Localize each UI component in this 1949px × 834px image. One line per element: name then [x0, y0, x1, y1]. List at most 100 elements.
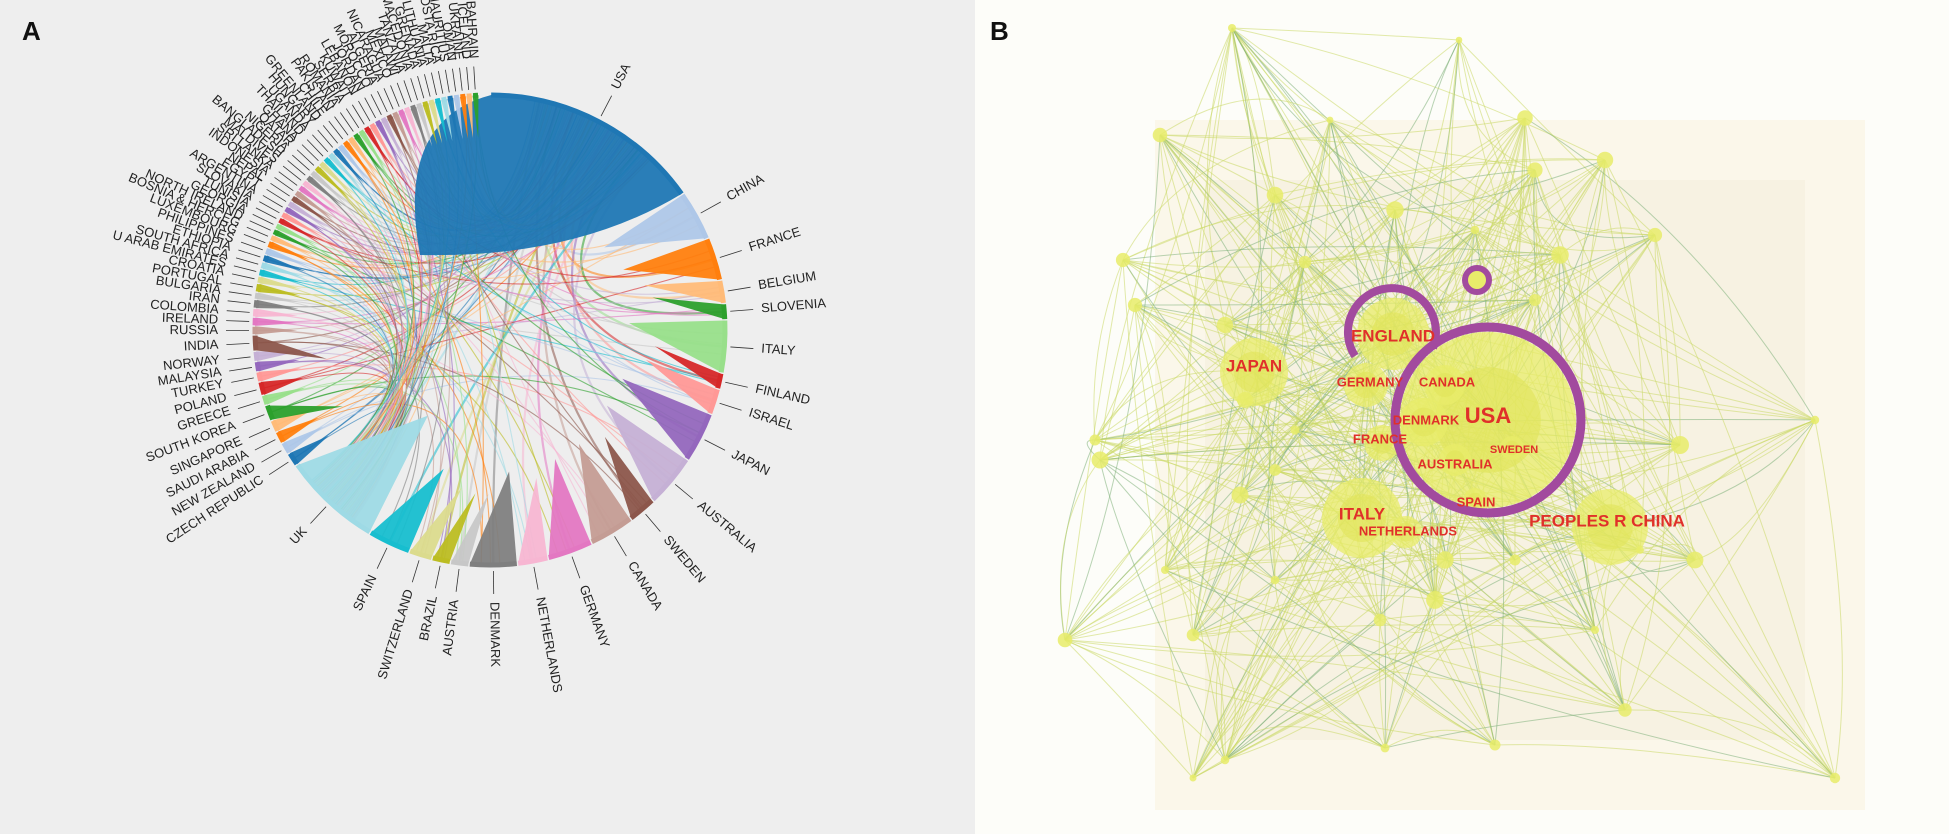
- network-node: [1455, 36, 1463, 44]
- network-edge: [1192, 579, 1276, 637]
- network-edge: [1394, 159, 1606, 211]
- tick-uganda: [312, 134, 329, 152]
- network-edge: [1192, 119, 1331, 636]
- arc-canada: [590, 516, 632, 545]
- network-edge: [1064, 259, 1124, 641]
- arc-uganda: [328, 152, 336, 160]
- tick-new-zealand: [261, 450, 282, 463]
- label-netherlands: NETHERLANDS: [533, 596, 565, 694]
- network-edge: [1231, 27, 1263, 496]
- label-belgium: BELGIUM: [757, 268, 817, 292]
- petal-saudi-arabia: [278, 417, 319, 443]
- network-edge: [1192, 549, 1641, 779]
- arc-grenada: [422, 100, 429, 108]
- network-node: [1810, 415, 1820, 425]
- network-edge: [1164, 559, 1436, 601]
- petal-new-zealand: [283, 426, 324, 453]
- network-edge: [1094, 439, 1611, 528]
- network-edge: [1274, 579, 1836, 779]
- network-edge: [1099, 459, 1226, 761]
- network-edge: [1604, 159, 1645, 551]
- tick-slovenia: [730, 309, 754, 312]
- arc-usa: [491, 92, 684, 196]
- petal-philippines: [267, 248, 309, 266]
- tick-iceland: [466, 67, 470, 90]
- petal-algeria: [387, 116, 408, 156]
- ribbon-colombia: [255, 312, 617, 529]
- tick-luxembourg: [243, 234, 266, 244]
- network-edge: [1231, 27, 1476, 231]
- tick-israel: [719, 402, 742, 411]
- arc-egypt: [287, 201, 295, 209]
- tick-ireland: [226, 320, 250, 322]
- arc-bulgaria: [254, 292, 261, 300]
- tick-malaysia: [229, 367, 252, 372]
- network-edge: [1472, 117, 1526, 231]
- petal-sweden: [604, 436, 652, 518]
- petal-russia: [254, 326, 298, 335]
- petal-greece: [264, 387, 307, 405]
- tick-romania: [339, 112, 354, 132]
- network-node: [1269, 464, 1281, 476]
- network-edge: [1329, 119, 1816, 421]
- network-label-spain: SPAIN: [1457, 494, 1496, 509]
- network-node: [1161, 566, 1169, 574]
- label-oman: OMAN: [439, 21, 459, 62]
- network-node: [1426, 591, 1444, 609]
- petal-malta: [434, 100, 448, 143]
- network-edge: [1134, 304, 1170, 571]
- tick-bangladesh: [287, 160, 306, 176]
- network-edge: [1578, 159, 1611, 528]
- network-node: [1186, 628, 1200, 642]
- label-uk: UK: [286, 523, 310, 547]
- petal-ukraine: [459, 96, 468, 139]
- arc-jordan: [375, 119, 382, 127]
- petal-slovenia: [652, 297, 725, 320]
- petal-belgium: [644, 280, 724, 303]
- tick-france: [719, 250, 742, 258]
- arc-austria: [450, 559, 469, 567]
- network-edge: [1394, 209, 1561, 256]
- arc-turkey: [256, 371, 264, 382]
- arc-ethiopia: [262, 255, 270, 263]
- petal-tunisia: [280, 218, 320, 241]
- ribbon-greece: [265, 383, 464, 563]
- tick-malta: [430, 72, 437, 96]
- petal-switzerland: [410, 487, 462, 558]
- petal-ireland: [255, 317, 298, 326]
- arc-thailand: [323, 156, 331, 165]
- network-node: [1591, 626, 1599, 634]
- network-node: [1220, 755, 1230, 765]
- tick-jordan: [364, 97, 376, 119]
- arc-japan: [684, 413, 712, 460]
- network-edge: [1304, 261, 1446, 561]
- network-edge: [1060, 439, 1096, 641]
- network-edge: [1094, 261, 1306, 441]
- arc-saudi-arabia: [276, 430, 286, 443]
- petal-czech-republic: [289, 435, 329, 465]
- network-node: [1551, 246, 1569, 264]
- label-russia: RUSSIA: [170, 322, 219, 337]
- network-edge: [1192, 634, 1386, 749]
- label-iceland: ICELAND: [454, 2, 474, 59]
- petal-bulgaria: [256, 292, 300, 303]
- network-edge: [1474, 229, 1656, 252]
- network-edge: [1192, 559, 1446, 779]
- label-bahrain: BAHRAIN: [463, 0, 482, 59]
- arc-ukraine: [460, 93, 466, 100]
- node-core-japan: [1233, 351, 1275, 393]
- label-sweden: SWEDEN: [661, 532, 709, 585]
- network-edge: [1274, 229, 1476, 471]
- tick-ghana: [301, 144, 319, 162]
- network-edge: [1064, 399, 1246, 641]
- network-edge: [1192, 444, 1681, 636]
- tick-hungary: [317, 129, 334, 148]
- petal-morocco: [381, 118, 404, 158]
- label-india: INDIA: [183, 337, 219, 354]
- panel-a-label: A: [22, 16, 41, 46]
- network-edge: [1470, 169, 1536, 231]
- petal-south-africa: [263, 262, 305, 278]
- tick-canada: [614, 536, 627, 557]
- network-edge: [1192, 619, 1381, 779]
- isolated-node-ring: [1462, 265, 1492, 295]
